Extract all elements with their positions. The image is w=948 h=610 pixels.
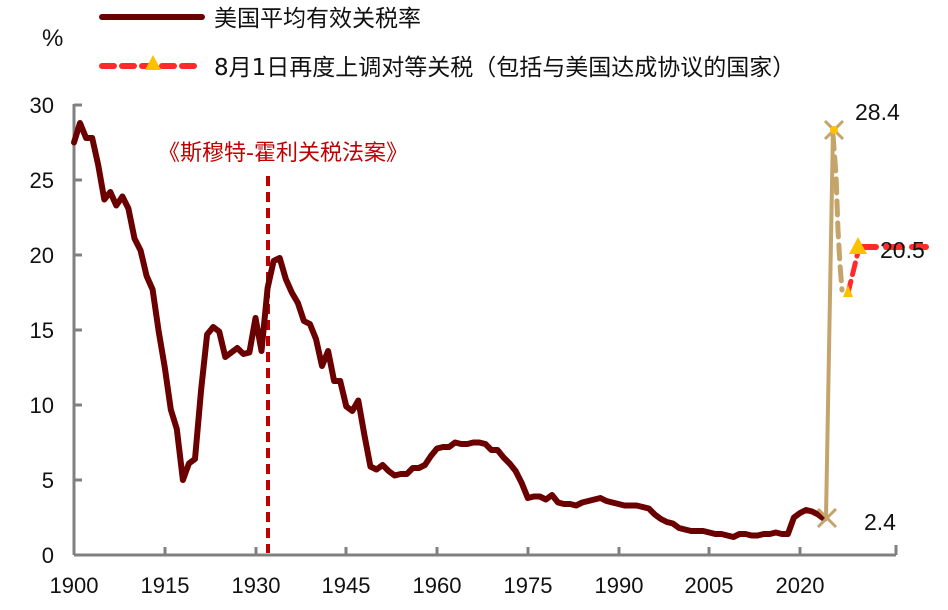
y-tick-20: 20	[30, 243, 54, 268]
start-value-label: 2.4	[864, 509, 896, 535]
legend-item-reciprocal-tariff: 8月1日再度上调对等关税（包括与美国达成协议的国家）	[99, 55, 795, 81]
legend-triangle-marker-icon	[145, 55, 161, 70]
reciprocal-tariff-rise-line	[845, 249, 861, 296]
y-tick-0: 0	[42, 543, 54, 568]
x-tick-labels: 1900 1915 1930 1945 1960 1975 1990 2005 …	[50, 573, 825, 598]
legend-item-effective-tariff: 美国平均有效关税率	[99, 6, 421, 32]
peak-point-icon	[830, 126, 838, 134]
y-tick-25: 25	[30, 168, 54, 193]
x-tick-1960: 1960	[413, 573, 462, 598]
y-tick-labels: 0 5 10 15 20 25 30	[30, 93, 54, 568]
legend: 美国平均有效关税率 8月1日再度上调对等关税（包括与美国达成协议的国家）	[99, 6, 795, 81]
x-tick-1930: 1930	[232, 573, 281, 598]
tariff-jump-line	[824, 128, 835, 518]
peak-value-label: 28.4	[855, 99, 900, 125]
x-tick-1990: 1990	[595, 573, 644, 598]
axes	[72, 103, 898, 557]
y-axis-unit: %	[42, 25, 63, 52]
x-tick-1945: 1945	[322, 573, 371, 598]
smoot-hawley-label: 《斯穆特-霍利关税法案》	[158, 141, 408, 166]
tariff-path-dashed-line	[830, 132, 845, 293]
y-tick-30: 30	[30, 93, 54, 118]
current-value-label: 20.5	[880, 237, 925, 263]
triangle-marker-high-icon	[849, 237, 867, 254]
y-tick-5: 5	[42, 468, 54, 493]
x-tick-2005: 2005	[685, 573, 734, 598]
triangle-marker-low-icon	[843, 285, 853, 297]
legend-label-reciprocal-tariff: 8月1日再度上调对等关税（包括与美国达成协议的国家）	[214, 55, 795, 81]
y-tick-15: 15	[30, 318, 54, 343]
x-tick-1915: 1915	[141, 573, 190, 598]
legend-label-effective-tariff: 美国平均有效关税率	[214, 6, 421, 32]
x-marker-start-icon	[816, 507, 838, 529]
y-tick-10: 10	[30, 393, 54, 418]
effective-tariff-line	[71, 120, 828, 540]
x-tick-1975: 1975	[504, 573, 553, 598]
x-tick-1900: 1900	[50, 573, 99, 598]
x-tick-2020: 2020	[776, 573, 825, 598]
